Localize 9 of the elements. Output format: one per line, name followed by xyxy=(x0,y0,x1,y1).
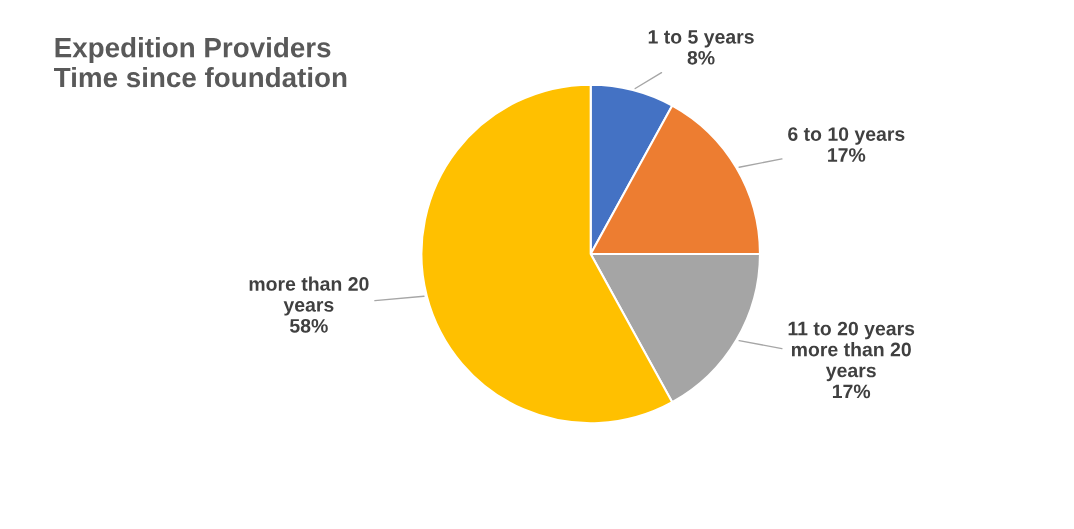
slice-label: 11 to 20 years more than 20 years xyxy=(788,321,915,382)
data-label: 17% xyxy=(832,384,871,399)
data-label: 17% xyxy=(828,148,866,162)
slice-label: 6 to 10 years xyxy=(788,127,905,145)
data-label: 8% xyxy=(687,50,715,65)
slice-label: more than 20 years xyxy=(249,276,369,316)
data-label: 58% xyxy=(289,318,328,333)
slice-label: 1 to 5 years xyxy=(648,30,754,48)
text: Expedition Providers Time since foundation xyxy=(54,37,347,88)
